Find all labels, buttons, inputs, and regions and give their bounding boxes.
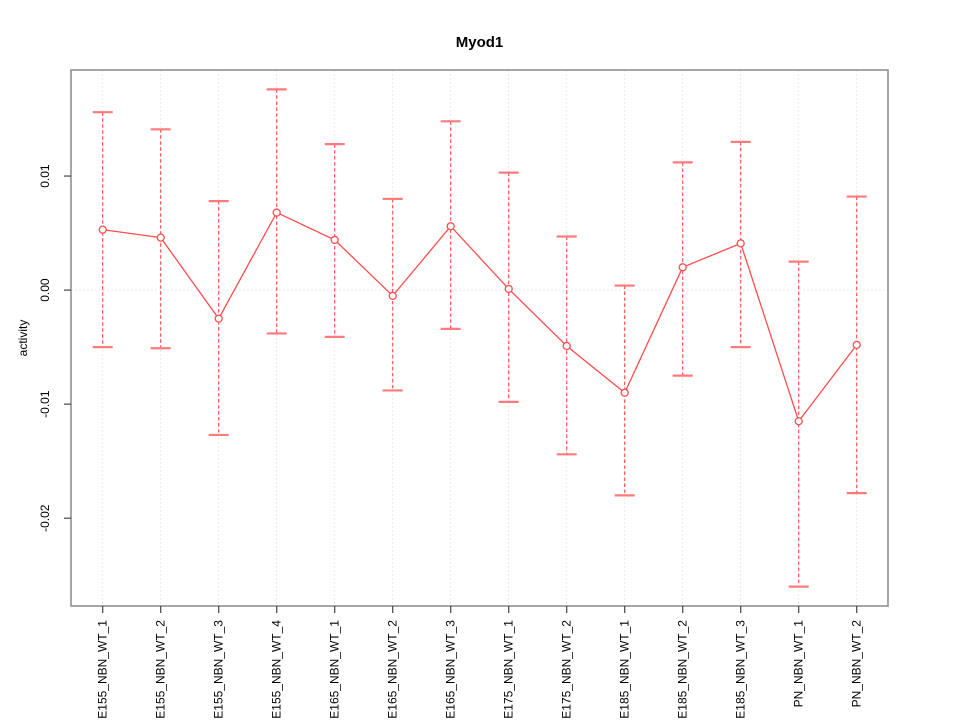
data-point — [272, 208, 281, 217]
data-point — [562, 341, 571, 351]
x-tick-label: PN_NBN_WT_2 — [850, 620, 864, 708]
series-line — [102, 211, 858, 423]
x-tick-label: E185_NBN_WT_3 — [734, 620, 748, 719]
chart-title: Myod1 — [455, 34, 504, 51]
data-point — [388, 291, 397, 300]
x-tick-label: E175_NBN_WT_1 — [502, 620, 516, 719]
data-point — [852, 340, 861, 349]
data-point — [736, 239, 745, 248]
y-tick-label: 0.01 — [38, 164, 52, 188]
data-point — [156, 233, 165, 242]
data-point — [98, 225, 107, 234]
data-point — [214, 314, 223, 323]
x-tick-label: E155_NBN_WT_4 — [270, 620, 284, 719]
x-tick-label: E155_NBN_WT_1 — [96, 620, 110, 719]
y-tick-label: -0.01 — [38, 390, 52, 418]
x-tick-label: PN_NBN_WT_1 — [792, 620, 806, 708]
data-point — [446, 222, 455, 231]
x-tick-label: E165_NBN_WT_3 — [444, 620, 458, 719]
y-tick-label: -0.02 — [38, 504, 52, 532]
x-tick-label: E155_NBN_WT_2 — [154, 620, 168, 719]
x-tick-label: E165_NBN_WT_2 — [386, 620, 400, 719]
plot-frame — [70, 69, 889, 607]
x-tick-label: E165_NBN_WT_1 — [328, 620, 342, 719]
data-point — [620, 388, 629, 397]
data-point — [504, 284, 513, 294]
data-point — [330, 235, 339, 245]
x-tick-label: E175_NBN_WT_2 — [560, 620, 574, 719]
x-tick-label: E155_NBN_WT_3 — [212, 620, 226, 719]
data-point — [794, 417, 803, 426]
y-tick-label: 0.00 — [38, 278, 52, 302]
x-tick-label: E185_NBN_WT_2 — [676, 620, 690, 719]
x-tick-label: E185_NBN_WT_1 — [618, 620, 632, 719]
data-point — [678, 263, 687, 272]
